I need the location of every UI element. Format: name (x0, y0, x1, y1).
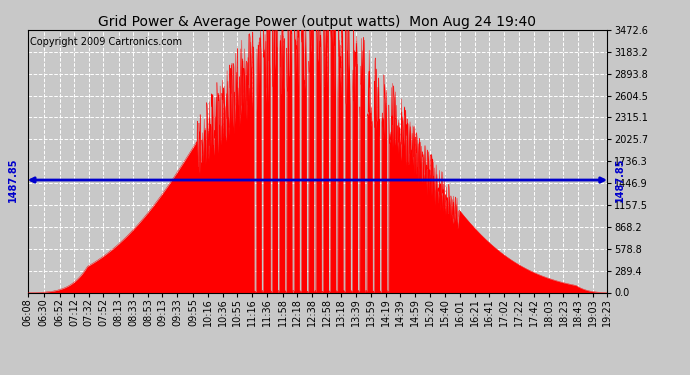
Title: Grid Power & Average Power (output watts)  Mon Aug 24 19:40: Grid Power & Average Power (output watts… (99, 15, 536, 29)
Text: 1487.85: 1487.85 (615, 158, 625, 202)
Text: 1487.85: 1487.85 (8, 158, 18, 202)
Text: Copyright 2009 Cartronics.com: Copyright 2009 Cartronics.com (30, 37, 182, 46)
